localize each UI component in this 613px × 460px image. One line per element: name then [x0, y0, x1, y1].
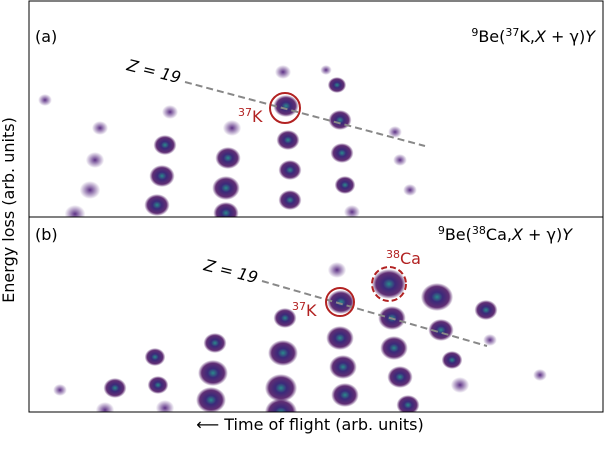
panel-tag: (b) — [35, 225, 58, 244]
isotope-blob — [264, 374, 298, 402]
isotope-blob — [327, 77, 347, 93]
isotope-blob — [420, 283, 454, 311]
isotope-blob — [276, 130, 300, 150]
isotope-blob — [268, 340, 298, 366]
panel-b-data — [53, 262, 547, 412]
panel-b-frame — [28, 216, 604, 413]
isotope-blob — [144, 194, 170, 216]
isotope-blob — [149, 165, 175, 187]
z-line — [261, 280, 488, 347]
isotope-blob — [64, 205, 86, 217]
isotope-blob — [403, 184, 417, 196]
isotope-blob — [388, 126, 402, 138]
isotope-blob — [198, 360, 228, 386]
isotope-blob — [334, 176, 356, 194]
isotope-blob — [474, 300, 498, 320]
isotope-blob — [103, 378, 127, 398]
isotope-blob — [38, 94, 52, 106]
isotope-blob — [278, 190, 302, 210]
marker-circle — [371, 266, 407, 302]
y-axis-label: Energy loss (arb. units) — [0, 117, 18, 303]
isotope-blob — [85, 152, 105, 168]
isotope-blob — [222, 120, 242, 136]
isotope-blob — [326, 326, 354, 350]
isotope-blob — [273, 308, 297, 328]
isotope-blob — [274, 65, 292, 79]
isotope-blob — [533, 369, 547, 381]
marker-label: 37K — [292, 300, 317, 320]
z-line — [184, 81, 426, 147]
isotope-blob — [483, 334, 497, 346]
isotope-blob — [203, 333, 227, 353]
isotope-blob — [450, 377, 470, 393]
isotope-blob — [213, 202, 239, 217]
panel-a-data — [38, 65, 417, 217]
isotope-blob — [329, 355, 357, 379]
line-label: Z = 19 — [201, 255, 260, 287]
panel-tag: (a) — [35, 27, 57, 46]
isotope-blob — [441, 351, 463, 369]
isotope-blob — [144, 348, 166, 366]
isotope-blob — [212, 176, 240, 200]
isotope-blob — [393, 154, 407, 166]
isotope-blob — [196, 387, 226, 412]
isotope-blob — [273, 95, 299, 117]
isotope-blob — [95, 402, 115, 412]
isotope-blob — [153, 135, 177, 155]
isotope-blob — [215, 147, 241, 169]
isotope-blob — [330, 143, 354, 163]
isotope-blob — [371, 269, 407, 299]
isotope-blob — [327, 290, 355, 314]
isotope-blob — [396, 395, 420, 412]
isotope-blob — [264, 398, 298, 412]
isotope-blob — [331, 383, 359, 407]
x-axis-label: ⟵ Time of flight (arb. units) — [196, 415, 423, 434]
isotope-blob — [328, 110, 352, 130]
isotope-blob — [387, 366, 413, 388]
marker-label: 37K — [238, 106, 263, 126]
isotope-blob — [320, 65, 332, 75]
isotope-blob — [278, 160, 302, 180]
line-label: Z = 19 — [124, 55, 183, 87]
isotope-blob — [327, 262, 347, 278]
isotope-blob — [147, 376, 169, 394]
marker-circle — [269, 92, 301, 124]
isotope-blob — [161, 105, 179, 119]
isotope-blob — [53, 384, 67, 396]
isotope-blob — [343, 205, 361, 217]
isotope-blob — [380, 336, 408, 360]
isotope-blob — [79, 181, 101, 199]
isotope-blob — [91, 121, 109, 135]
reaction: 9Be(38Ca,X + γ)Y — [438, 224, 573, 244]
marker-circle — [325, 287, 355, 317]
marker-label: 38Ca — [386, 248, 421, 268]
isotope-blob — [155, 400, 175, 412]
reaction: 9Be(37K,X + γ)Y — [471, 26, 596, 46]
